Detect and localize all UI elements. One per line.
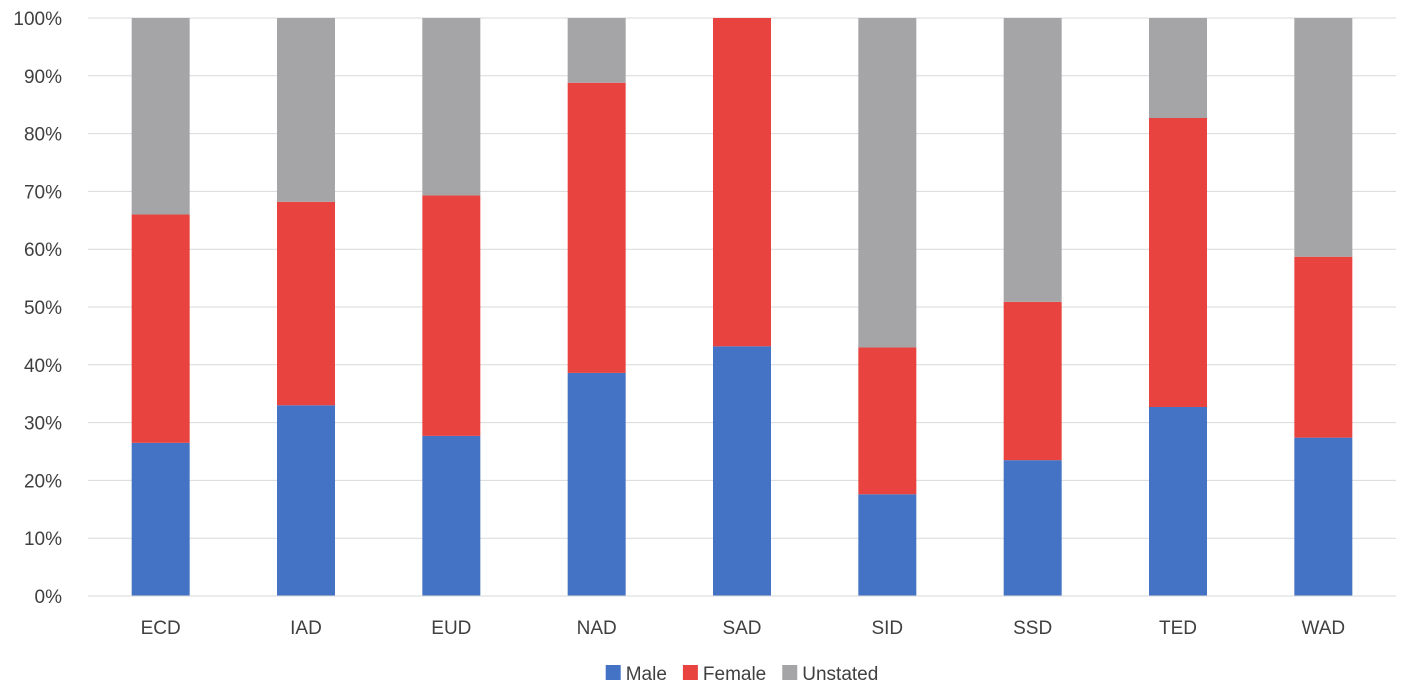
bar-female-nad (567, 82, 626, 373)
x-tick-label: TED (1159, 618, 1197, 639)
bar-female-eud (422, 195, 481, 436)
bar-unstated-sid (858, 18, 917, 348)
y-tick-label: 30% (24, 414, 62, 435)
legend-item-unstated: Unstated (782, 664, 878, 685)
legend-swatch (605, 665, 621, 680)
legend-swatch (782, 665, 798, 680)
bar-male-sad (713, 346, 771, 596)
y-tick-label: 50% (24, 298, 62, 319)
bar-male-ssd (1003, 460, 1062, 596)
x-tick-label: EUD (431, 618, 471, 639)
legend-item-male: Male (605, 664, 667, 685)
y-tick-label: 70% (24, 182, 62, 203)
x-tick-label: WAD (1302, 618, 1346, 639)
bar-male-nad (567, 372, 626, 596)
y-axis-ticks: 0% 10% 20% 30% 40% 50% 60% 70% 80% 90% 100% (13, 9, 62, 608)
legend-label: Male (626, 664, 667, 685)
bar-female-ecd (131, 214, 190, 443)
bar-unstated-ecd (131, 18, 190, 215)
legend-swatch (682, 665, 698, 680)
bar-male-iad (277, 405, 335, 596)
bar-male-eud (422, 435, 481, 596)
x-tick-label: SID (871, 618, 903, 639)
y-tick-label: 100% (13, 9, 62, 30)
bar-unstated-eud (422, 18, 481, 196)
bar-female-iad (277, 201, 335, 406)
x-tick-label: IAD (290, 618, 322, 639)
legend-label: Female (703, 664, 766, 685)
bar-male-wad (1294, 437, 1353, 596)
bar-male-ecd (131, 442, 190, 596)
x-tick-label: NAD (577, 618, 617, 639)
y-tick-label: 0% (35, 587, 63, 608)
legend-item-female: Female (682, 664, 766, 685)
bar-unstated-nad (567, 18, 626, 83)
bar-male-ted (1149, 406, 1207, 596)
x-tick-label: ECD (141, 618, 181, 639)
bar-female-sid (858, 347, 917, 495)
bar-female-ssd (1003, 301, 1062, 461)
bar-female-ted (1149, 117, 1207, 407)
x-tick-label: SAD (722, 618, 761, 639)
y-tick-label: 60% (24, 240, 62, 261)
bars (131, 18, 1353, 596)
x-tick-label: SSD (1013, 618, 1052, 639)
y-tick-label: 20% (24, 471, 62, 492)
y-tick-label: 80% (24, 125, 62, 146)
y-tick-label: 90% (24, 67, 62, 88)
legend: Male Female Unstated (605, 664, 878, 685)
bar-male-sid (858, 494, 917, 596)
bar-unstated-wad (1294, 18, 1353, 257)
bar-female-wad (1294, 256, 1353, 438)
bar-female-sad (713, 18, 771, 347)
legend-label: Unstated (802, 664, 878, 685)
x-axis-ticks: ECD IAD EUD NAD SAD SID SSD TED WAD (141, 618, 1346, 639)
bar-unstated-iad (277, 18, 335, 202)
bar-unstated-ssd (1003, 18, 1062, 302)
y-tick-label: 10% (24, 529, 62, 550)
bar-unstated-ted (1149, 18, 1207, 118)
y-tick-label: 40% (24, 356, 62, 377)
